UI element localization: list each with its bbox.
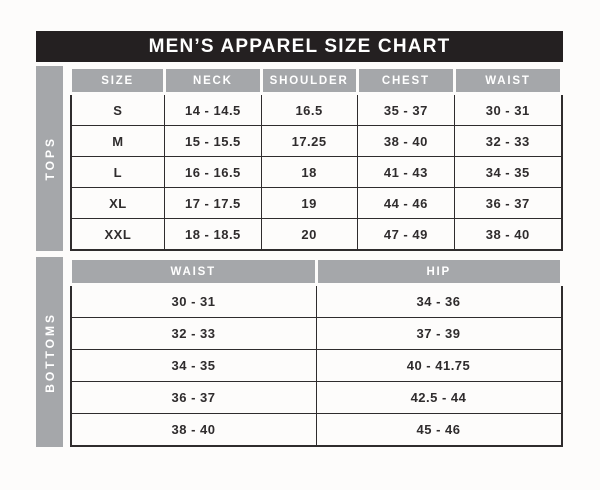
table-row: 30 - 31 34 - 36 (70, 284, 562, 318)
table-cell: 44 - 46 (356, 187, 455, 219)
bottoms-table-wrap: WAIST HIP 30 - 31 34 - 36 32 - 33 37 - 39 34 … (69, 257, 563, 447)
tops-section: TOPS SIZE NECK SHOULDER CHEST WAIST S 14 - 14… (36, 66, 564, 251)
table-cell: 38 - 40 (356, 125, 455, 157)
tops-table-wrap: SIZE NECK SHOULDER CHEST WAIST S 14 - 14.5 16.… (68, 66, 564, 251)
table-row: L 16 - 16.5 18 41 - 43 34 - 35 (69, 156, 563, 188)
table-cell: 47 - 49 (356, 218, 455, 251)
tops-header-row: SIZE NECK SHOULDER CHEST WAIST (68, 66, 564, 95)
column-header: SIZE (68, 66, 167, 95)
table-cell: 14 - 14.5 (164, 93, 262, 126)
column-header: WAIST (452, 66, 564, 95)
bottoms-header-row: WAIST HIP (69, 257, 563, 286)
table-cell: 38 - 40 (70, 413, 317, 447)
table-cell: 32 - 33 (70, 317, 317, 350)
column-header: WAIST (69, 257, 318, 286)
table-cell: 36 - 37 (453, 187, 563, 219)
tops-table-body: S 14 - 14.5 16.5 35 - 37 30 - 31 M 15 - 15.5 17… (69, 93, 563, 251)
tops-section-label: TOPS (42, 136, 57, 181)
table-cell: 45 - 46 (315, 413, 562, 447)
table-cell: 41 - 43 (356, 156, 455, 188)
table-cell: 18 - 18.5 (164, 218, 262, 251)
table-cell: 34 - 36 (315, 284, 562, 318)
table-row: 34 - 35 40 - 41.75 (70, 349, 562, 382)
table-cell: 19 (260, 187, 358, 219)
table-cell: 20 (260, 218, 358, 251)
table-cell: XL (69, 187, 166, 219)
table-cell: 18 (260, 156, 358, 188)
table-cell: 30 - 31 (70, 284, 317, 318)
column-header: NECK (163, 66, 263, 95)
page-title: MEN’S APPAREL SIZE CHART (148, 35, 451, 57)
bottoms-side-strip: BOTTOMS (36, 257, 63, 447)
table-row: S 14 - 14.5 16.5 35 - 37 30 - 31 (69, 93, 563, 126)
bottoms-section-label: BOTTOMS (42, 311, 57, 393)
table-cell: XXL (69, 218, 166, 251)
table-row: 32 - 33 37 - 39 (70, 317, 562, 350)
table-cell: 35 - 37 (356, 93, 455, 126)
table-cell: 15 - 15.5 (164, 125, 262, 157)
table-cell: 34 - 35 (70, 349, 317, 382)
table-row: XXL 18 - 18.5 20 47 - 49 38 - 40 (69, 218, 563, 251)
table-cell: 17.25 (260, 125, 358, 157)
column-header: SHOULDER (259, 66, 359, 95)
table-cell: S (69, 93, 166, 126)
table-cell: 16 - 16.5 (164, 156, 262, 188)
column-header: CHEST (355, 66, 456, 95)
table-row: 38 - 40 45 - 46 (70, 413, 562, 447)
column-header: HIP (314, 257, 563, 286)
tops-table: SIZE NECK SHOULDER CHEST WAIST S 14 - 14.5 16.… (68, 66, 564, 251)
size-chart: TOPS SIZE NECK SHOULDER CHEST WAIST S 14 - 14… (36, 66, 564, 447)
table-cell: 40 - 41.75 (315, 349, 562, 382)
table-cell: 38 - 40 (453, 218, 563, 251)
tops-side-strip: TOPS (36, 66, 63, 251)
bottoms-section: BOTTOMS WAIST HIP 30 - 31 34 - 36 32 - 33 37… (36, 257, 563, 447)
bottoms-table: WAIST HIP 30 - 31 34 - 36 32 - 33 37 - 39 34 … (69, 257, 563, 447)
table-cell: L (69, 156, 166, 188)
table-cell: 36 - 37 (70, 381, 317, 414)
table-cell: 16.5 (260, 93, 358, 126)
table-cell: 34 - 35 (453, 156, 563, 188)
table-row: XL 17 - 17.5 19 44 - 46 36 - 37 (69, 187, 563, 219)
table-row: M 15 - 15.5 17.25 38 - 40 32 - 33 (69, 125, 563, 157)
bottoms-table-body: 30 - 31 34 - 36 32 - 33 37 - 39 34 - 35 40 - … (70, 284, 562, 447)
table-cell: 17 - 17.5 (164, 187, 262, 219)
title-bar: MEN’S APPAREL SIZE CHART (36, 31, 563, 62)
table-cell: 37 - 39 (315, 317, 562, 350)
table-cell: 30 - 31 (453, 93, 563, 126)
table-row: 36 - 37 42.5 - 44 (70, 381, 562, 414)
table-cell: M (69, 125, 166, 157)
table-cell: 32 - 33 (453, 125, 563, 157)
table-cell: 42.5 - 44 (315, 381, 562, 414)
